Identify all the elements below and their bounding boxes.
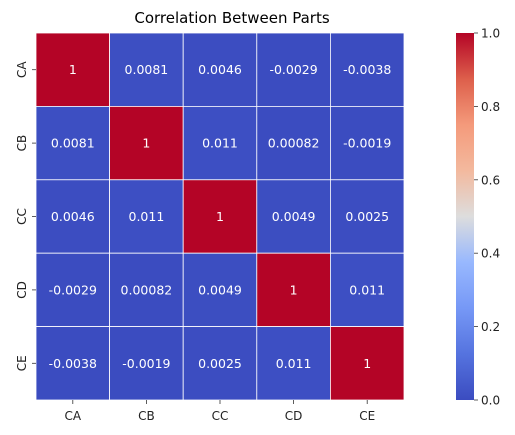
heatmap-cell (329, 32, 405, 107)
cell-value-label: 0.011 (276, 356, 312, 371)
heatmap-cell (35, 106, 110, 181)
cell-value-label: 0.0025 (198, 356, 242, 371)
heatmap-cell (109, 32, 184, 107)
cell-value-label: -0.0019 (122, 356, 170, 371)
heatmap-cell (182, 32, 258, 107)
cell-value-label: 0.011 (349, 282, 385, 297)
cell-value-label: 0.0081 (51, 136, 95, 151)
heatmap-cell (329, 106, 405, 181)
x-tick-label: CA (65, 409, 82, 423)
heatmap-cell (182, 252, 258, 327)
colorbar-tick-label: 0.0 (481, 394, 500, 408)
colorbar-gradient (456, 33, 474, 400)
heatmap-cell (256, 179, 331, 254)
cell-value-label: -0.0029 (49, 282, 97, 297)
y-tick-label: CB (15, 135, 29, 152)
x-tick-label: CD (285, 409, 303, 423)
colorbar-tick-label: 0.2 (481, 320, 500, 334)
heatmap-cell (182, 326, 258, 401)
colorbar-tick-label: 0.4 (481, 247, 500, 261)
colorbar-tick-label: 0.8 (481, 100, 500, 114)
cell-value-label: 0.0046 (198, 62, 242, 77)
x-tick-label: CB (138, 409, 155, 423)
heatmap-cell (256, 252, 331, 327)
heatmap-cells: 1 0.0081 0.0046 -0.0029 -0.0038 0.0081 1 0.011 0… (35, 32, 405, 401)
x-axis-tick-labels: CA CB CC CD CE (65, 400, 375, 423)
cell-value-label: 1 (216, 209, 224, 224)
y-tick-label: CA (15, 61, 29, 78)
cell-value-label: 0.0049 (272, 209, 316, 224)
heatmap-cell (329, 179, 405, 254)
cell-value-label: 0.00082 (121, 282, 173, 297)
heatmap-cell (109, 179, 184, 254)
heatmap-cell (109, 326, 184, 401)
y-tick-label: CC (15, 208, 29, 225)
cell-value-label: 0.0046 (51, 209, 95, 224)
heatmap-cell (109, 252, 184, 327)
cell-value-label: 0.0081 (125, 62, 169, 77)
heatmap-cell (35, 326, 110, 401)
heatmap-cell (329, 326, 405, 401)
x-tick-label: CE (359, 409, 375, 423)
cell-value-label: 0.0049 (198, 282, 242, 297)
heatmap-cell (182, 179, 258, 254)
heatmap-cell (329, 252, 405, 327)
cell-value-label: 0.00082 (268, 136, 320, 151)
heatmap-cell (182, 106, 258, 181)
y-axis-tick-labels: CA CB CC CD CE (15, 61, 36, 371)
y-tick-label: CD (15, 281, 29, 299)
cell-value-label: -0.0038 (343, 62, 391, 77)
cell-value-label: 0.011 (129, 209, 165, 224)
colorbar-tick-label: 1.0 (481, 27, 500, 41)
cell-value-label: 1 (290, 282, 298, 297)
heatmap-cell (256, 32, 331, 107)
cell-value-label: -0.0019 (343, 136, 391, 151)
cell-value-label: -0.0038 (49, 356, 97, 371)
cell-value-label: 1 (69, 62, 77, 77)
cell-value-label: 1 (142, 136, 150, 151)
cell-value-label: 1 (363, 356, 371, 371)
cell-value-label: -0.0029 (269, 62, 317, 77)
colorbar: 0.0 0.2 0.4 0.6 0.8 1.0 (456, 27, 500, 408)
chart-title: Correlation Between Parts (134, 9, 329, 27)
colorbar-tick-label: 0.6 (481, 173, 500, 187)
heatmap-cell (35, 32, 110, 107)
y-tick-label: CE (15, 355, 29, 371)
cell-value-label: 0.0025 (345, 209, 389, 224)
x-tick-label: CC (212, 409, 229, 423)
cell-value-label: 0.011 (202, 136, 238, 151)
